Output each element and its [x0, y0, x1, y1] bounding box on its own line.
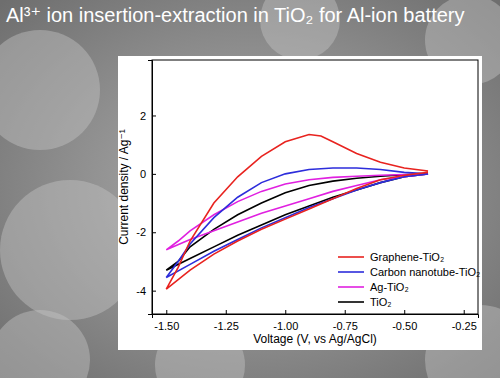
x-tick-mark	[226, 310, 227, 314]
x-tick-label: -1.50	[154, 320, 179, 332]
y-tick-label: 2	[140, 109, 146, 121]
background-blob	[0, 310, 90, 378]
x-tick-label: -1.00	[273, 320, 298, 332]
legend-swatch	[338, 286, 364, 288]
plot-panel	[118, 56, 482, 350]
legend-label: Ag-TiO₂	[370, 281, 409, 293]
y-tick: 0	[140, 168, 156, 180]
y-axis-line	[148, 61, 153, 315]
legend-swatch	[338, 301, 364, 303]
x-axis: -1.50 -1.25 -1.00 -0.75 -0.50 -0.25	[153, 310, 479, 332]
x-tick-mark	[166, 310, 167, 314]
x-tick: -1.25	[214, 310, 239, 332]
x-axis-title: Voltage (V, vs Ag/AgCl)	[253, 332, 377, 346]
y-tick-label: -4	[136, 285, 146, 297]
x-tick: -1.00	[273, 310, 298, 332]
y-axis: -4 -2 0 2	[136, 61, 156, 315]
background-blob	[0, 30, 100, 150]
y-tick-mark	[152, 291, 156, 292]
y-tick-mark	[152, 232, 156, 233]
x-tick-mark	[285, 310, 286, 314]
chart-title-line: Al³⁺ ion insertion-extraction in TiO₂ fo…	[6, 4, 465, 26]
x-tick: -0.75	[333, 310, 358, 332]
x-tick-label: -0.50	[392, 320, 417, 332]
x-tick: -0.25	[452, 310, 477, 332]
chart-title: Al³⁺ ion insertion-extraction in TiO₂ fo…	[6, 4, 465, 26]
legend-swatch	[338, 271, 364, 273]
y-tick: 2	[140, 109, 156, 121]
x-tick-mark	[345, 310, 346, 314]
x-tick-mark	[404, 310, 405, 314]
legend-swatch	[338, 256, 364, 258]
y-tick: -2	[136, 226, 156, 238]
x-tick: -1.50	[154, 310, 179, 332]
chart-root: Al³⁺ ion insertion-extraction in TiO₂ fo…	[0, 0, 500, 378]
x-tick-label: -1.25	[214, 320, 239, 332]
x-tick-label: -0.75	[333, 320, 358, 332]
x-tick-mark	[464, 310, 465, 314]
x-tick: -0.50	[392, 310, 417, 332]
x-axis-line	[153, 315, 479, 319]
y-tick: -4	[136, 285, 156, 297]
chart-svg: Al³⁺ ion insertion-extraction in TiO₂ fo…	[0, 0, 500, 378]
x-tick-label: -0.25	[452, 320, 477, 332]
legend-label: TiO₂	[370, 296, 392, 308]
legend-label: Graphene-TiO₂	[370, 251, 444, 263]
y-tick-mark	[152, 115, 156, 116]
y-tick-label: -2	[136, 226, 146, 238]
legend-label: Carbon nanotube-TiO₂	[370, 266, 480, 278]
y-tick-label: 0	[140, 168, 146, 180]
legend: Graphene-TiO₂ Carbon nanotube-TiO₂ Ag-TiO₂…	[338, 251, 480, 308]
y-tick-mark	[152, 174, 156, 175]
y-axis-title: Current density / Ag⁻¹	[117, 129, 131, 245]
